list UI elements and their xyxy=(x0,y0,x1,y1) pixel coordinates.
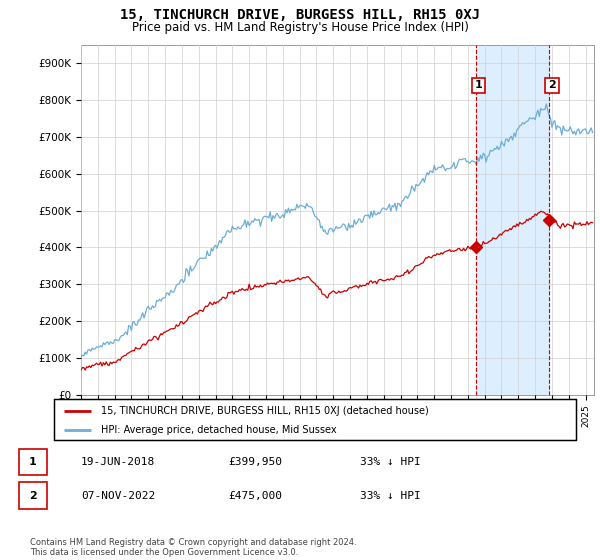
Text: Price paid vs. HM Land Registry's House Price Index (HPI): Price paid vs. HM Land Registry's House … xyxy=(131,21,469,34)
Text: 15, TINCHURCH DRIVE, BURGESS HILL, RH15 0XJ (detached house): 15, TINCHURCH DRIVE, BURGESS HILL, RH15 … xyxy=(101,405,429,416)
Text: 33% ↓ HPI: 33% ↓ HPI xyxy=(360,457,421,467)
Text: 1: 1 xyxy=(29,457,37,467)
Text: 1: 1 xyxy=(475,80,482,90)
Text: 2: 2 xyxy=(29,491,37,501)
Text: Contains HM Land Registry data © Crown copyright and database right 2024.
This d: Contains HM Land Registry data © Crown c… xyxy=(30,538,356,557)
Text: £475,000: £475,000 xyxy=(228,491,282,501)
Text: 33% ↓ HPI: 33% ↓ HPI xyxy=(360,491,421,501)
Text: 07-NOV-2022: 07-NOV-2022 xyxy=(81,491,155,501)
Text: £399,950: £399,950 xyxy=(228,457,282,467)
Text: 19-JUN-2018: 19-JUN-2018 xyxy=(81,457,155,467)
Text: 2: 2 xyxy=(548,80,556,90)
Bar xyxy=(476,45,550,395)
Text: 15, TINCHURCH DRIVE, BURGESS HILL, RH15 0XJ: 15, TINCHURCH DRIVE, BURGESS HILL, RH15 … xyxy=(120,8,480,22)
Text: HPI: Average price, detached house, Mid Sussex: HPI: Average price, detached house, Mid … xyxy=(101,424,337,435)
